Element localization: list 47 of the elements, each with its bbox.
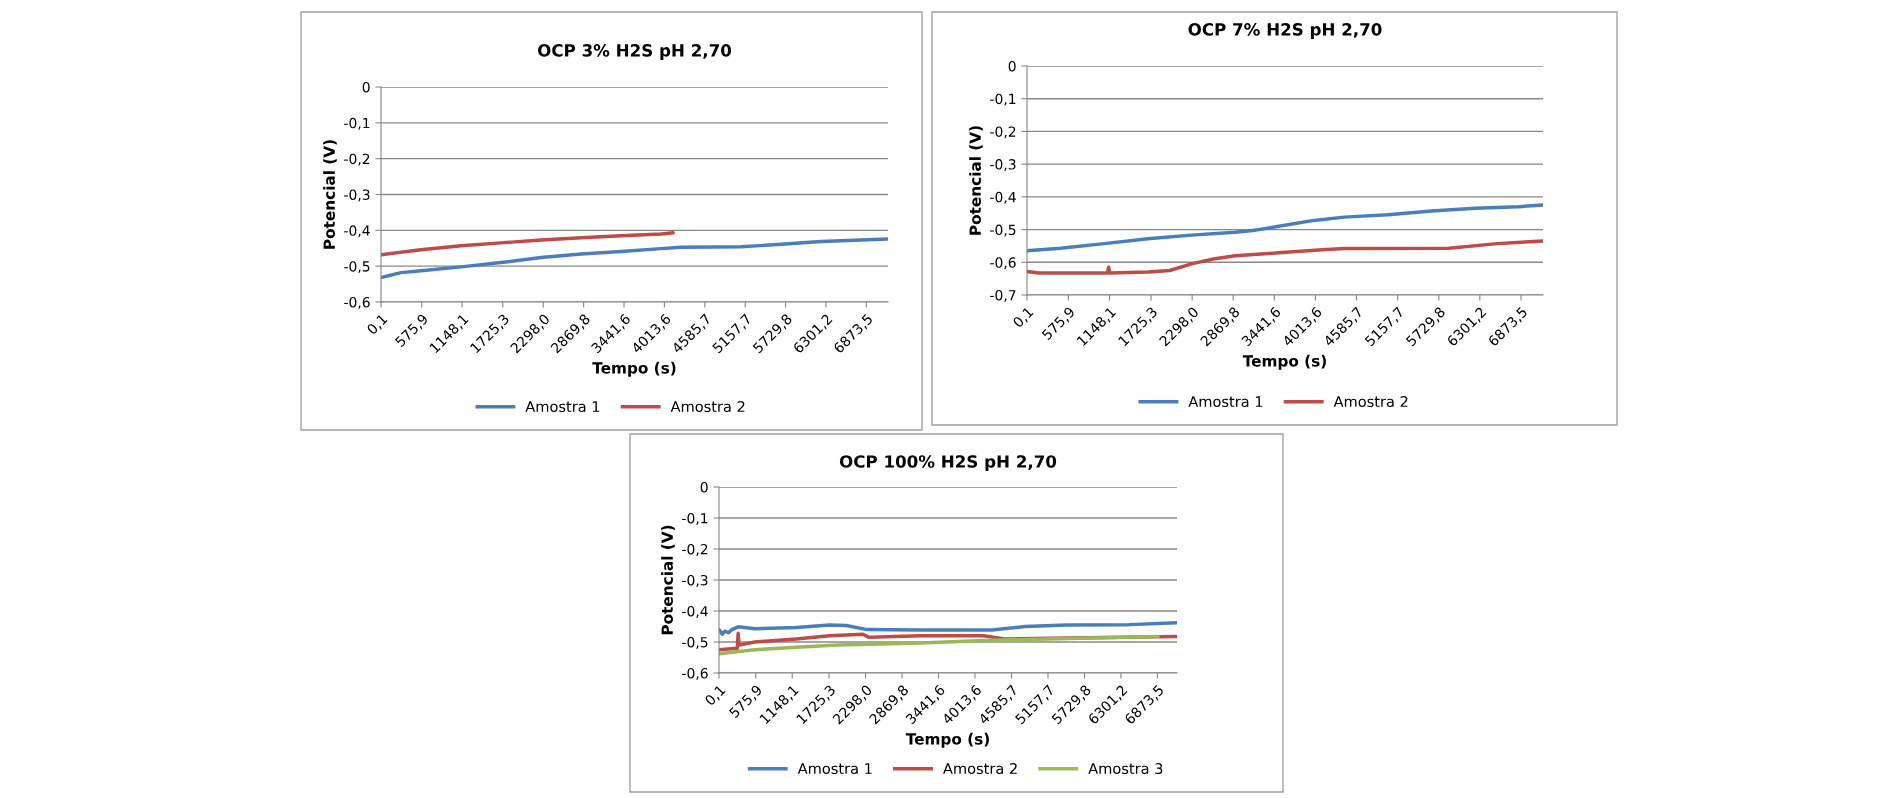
chart-title: OCP 7% H2S pH 2,70	[1188, 23, 1382, 39]
y-axis-title: Potencial (V)	[661, 525, 675, 635]
chart-title: OCP 3% H2S pH 2,70	[538, 44, 732, 60]
y-tick-label: -0,4	[682, 605, 708, 618]
legend-label: Amostra 2	[1333, 396, 1408, 408]
line-series	[719, 621, 1177, 636]
y-tick-label: -0,4	[344, 225, 370, 238]
y-tick-label: -0,2	[344, 153, 370, 166]
x-axis-title: Tempo (s)	[1242, 354, 1326, 370]
y-tick-label: -0,3	[344, 189, 370, 202]
line-series	[381, 237, 888, 280]
legend-label: Amostra 1	[1188, 396, 1263, 408]
legend-label: Amostra 2	[943, 763, 1017, 775]
y-tick-label: 0	[362, 81, 370, 93]
y-tick-label: -0,6	[682, 667, 708, 680]
y-tick-label: -0,5	[344, 261, 370, 274]
y-axis-title: Potencial (V)	[323, 140, 337, 249]
y-tick-label: -0,6	[990, 257, 1016, 270]
y-tick-label: -0,5	[682, 636, 708, 649]
line-series	[1027, 239, 1543, 275]
x-tick-label: 0,1	[704, 684, 727, 707]
y-tick-label: -0,7	[990, 289, 1016, 302]
y-tick-label: -0,5	[990, 224, 1016, 237]
y-tick-label: 0	[1008, 60, 1016, 72]
y-tick-label: -0,2	[682, 543, 708, 556]
line-series	[1027, 203, 1543, 253]
x-axis-title: Tempo (s)	[592, 361, 676, 377]
legend-label: Amostra 2	[670, 401, 745, 413]
line-series	[381, 231, 675, 257]
y-axis-title: Potencial (V)	[969, 126, 983, 235]
y-tick-label: -0,3	[990, 159, 1016, 172]
legend-label: Amostra 1	[797, 763, 872, 775]
y-tick-label: -0,1	[990, 93, 1016, 106]
y-tick-label: -0,2	[990, 126, 1016, 139]
y-tick-label: 0	[700, 481, 708, 493]
line-series	[719, 634, 1160, 656]
y-tick-label: -0,1	[344, 117, 370, 130]
y-tick-label: -0,1	[682, 512, 708, 525]
legend-label: Amostra 3	[1088, 763, 1163, 775]
x-tick-label: 0,1	[366, 313, 389, 336]
chart-title: OCP 100% H2S pH 2,70	[839, 455, 1057, 472]
y-tick-label: -0,6	[344, 296, 370, 309]
x-axis-title: Tempo (s)	[905, 732, 989, 748]
y-tick-label: -0,3	[682, 574, 708, 587]
y-tick-label: -0,4	[990, 191, 1016, 204]
x-tick-label: 0,1	[1012, 306, 1035, 329]
legend-label: Amostra 1	[525, 401, 600, 413]
